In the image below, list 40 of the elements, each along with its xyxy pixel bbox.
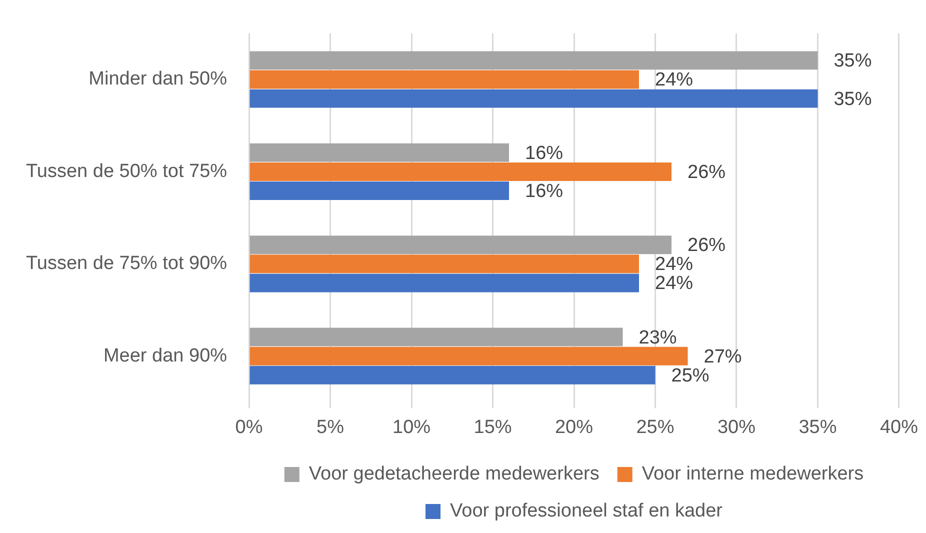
data-label: 27% <box>704 346 742 368</box>
legend-label: Voor professioneel staf en kader <box>450 500 724 522</box>
data-label: 24% <box>655 273 694 294</box>
bar <box>250 162 672 181</box>
data-label: 26% <box>688 162 726 183</box>
data-label: 24% <box>655 254 694 276</box>
legend-label: Voor gedetacheerde medewerkers <box>308 464 600 485</box>
x-tick-label: 35% <box>798 416 837 438</box>
data-label: 23% <box>638 327 677 348</box>
bar <box>250 328 623 346</box>
y-tick-label: Meer dan 90% <box>103 345 228 366</box>
data-label: 16% <box>525 180 564 202</box>
data-label: 35% <box>834 50 872 72</box>
x-tick-label: 30% <box>717 416 756 438</box>
data-label: 35% <box>834 88 872 110</box>
bar <box>250 143 510 162</box>
data-label: 25% <box>671 365 710 386</box>
data-label: 26% <box>688 235 726 256</box>
bar <box>250 366 656 384</box>
legend-label: Voor interne medewerkers <box>642 464 864 485</box>
x-tick-label: 10% <box>392 416 431 438</box>
bar <box>250 274 640 292</box>
x-tick-label: 25% <box>636 416 674 438</box>
x-tick-label: 15% <box>474 416 512 438</box>
data-label: 16% <box>525 142 564 164</box>
data-label: 24% <box>655 70 694 91</box>
y-tick-label: Tussen de 50% tot 75% <box>26 160 228 182</box>
bar <box>250 182 510 200</box>
bar <box>250 70 640 89</box>
bar <box>250 254 640 274</box>
bar <box>250 236 672 254</box>
y-tick-label: Tussen de 75% tot 90% <box>26 253 228 274</box>
x-tick-label: 0% <box>235 416 263 438</box>
bar <box>250 51 818 70</box>
x-tick-label: 5% <box>316 416 344 438</box>
bar <box>250 89 818 108</box>
y-tick-label: Minder dan 50% <box>88 68 228 90</box>
x-tick-label: 40% <box>880 416 918 438</box>
x-tick-label: 20% <box>554 416 594 438</box>
bar <box>250 346 688 366</box>
